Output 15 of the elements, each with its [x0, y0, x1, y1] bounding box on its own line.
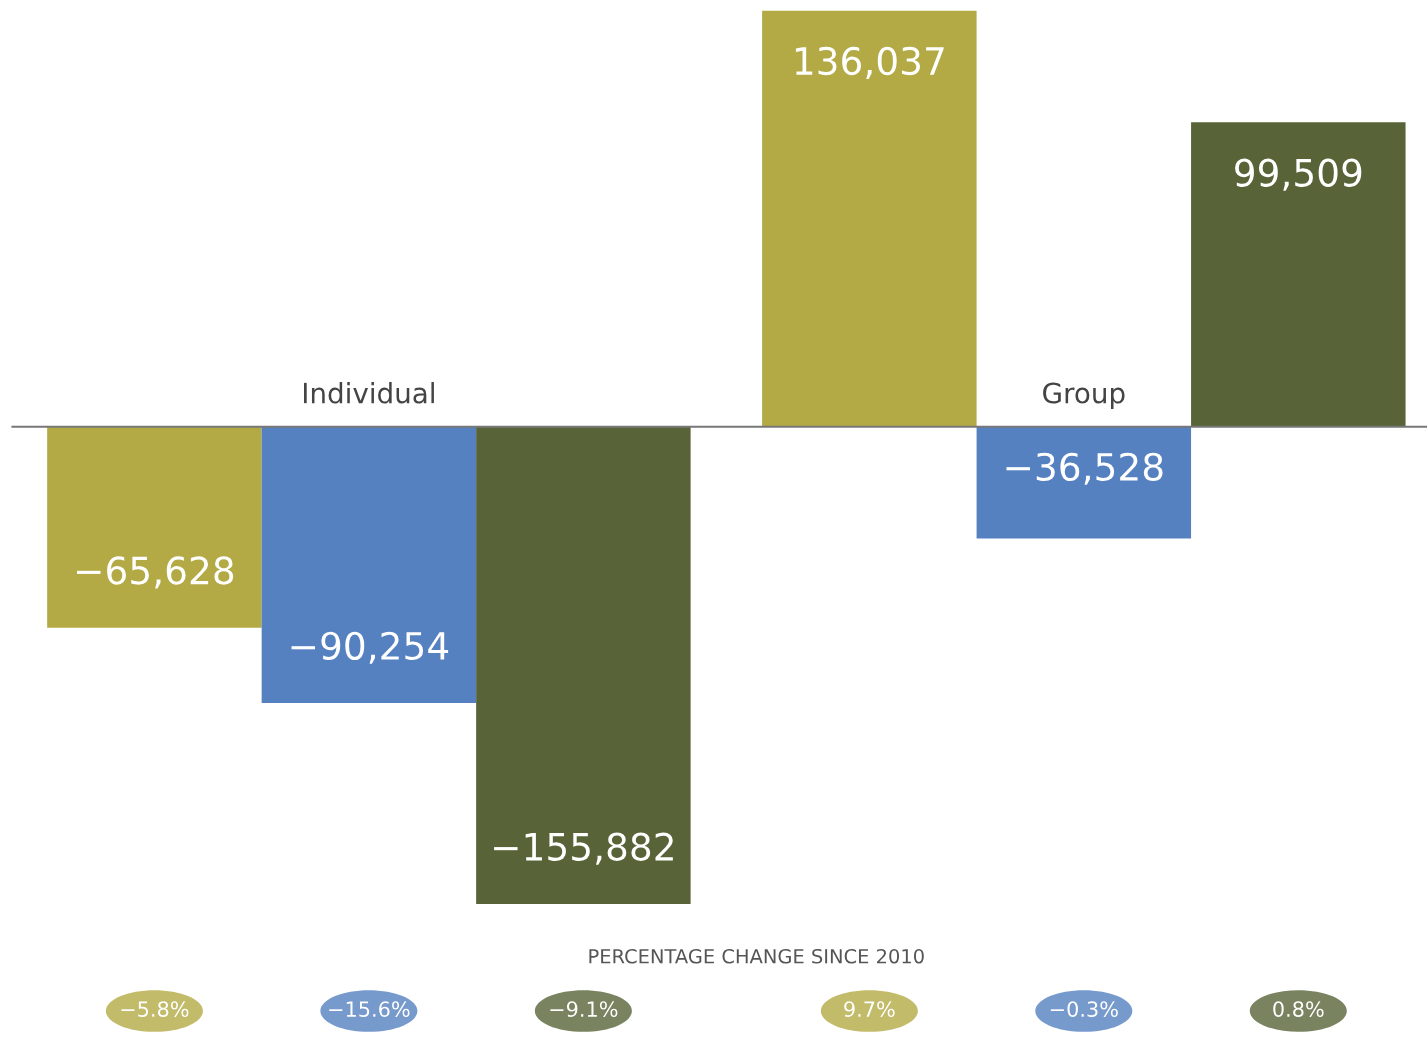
text: 0.8% [1273, 1001, 1324, 1017]
text: 9.7% [844, 1001, 895, 1017]
text: −5.8% [121, 1001, 189, 1017]
text: PERCENTAGE CHANGE SINCE 2010 [589, 948, 924, 964]
text: −9.1% [550, 1001, 618, 1017]
data-label: 136,037 [795, 46, 944, 79]
data-label: −65,628 [77, 556, 234, 589]
data-label: −36,528 [1006, 452, 1163, 485]
data-label: −155,882 [494, 832, 673, 865]
x-tick-label: Individual [303, 382, 434, 404]
x-tick-label: Group [1043, 382, 1125, 409]
data-label: 99,509 [1235, 158, 1362, 191]
text: −15.6% [329, 1001, 410, 1017]
text: −0.3% [1050, 1001, 1118, 1017]
data-label: −90,254 [291, 631, 449, 664]
